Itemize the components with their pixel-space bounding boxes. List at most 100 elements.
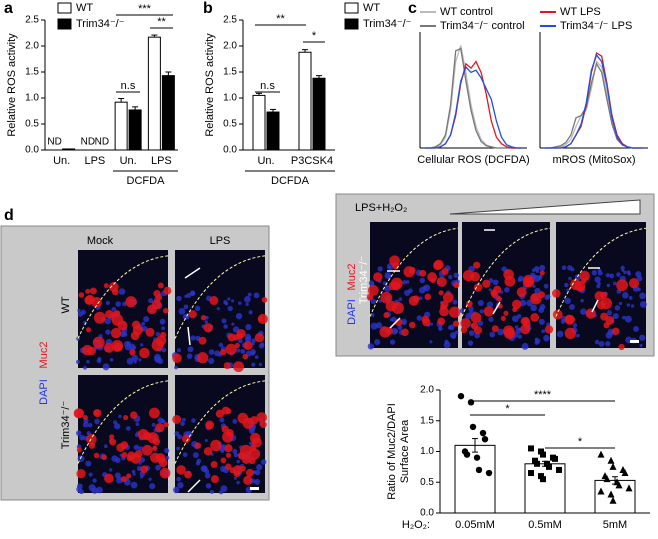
nucleus [220,485,228,493]
goblet-cell [203,446,213,456]
nucleus [214,350,221,357]
bar [298,51,312,151]
goblet-cell [157,282,164,289]
goblet-cell [176,465,186,475]
histogram-line [545,53,643,149]
goblet-cell [241,454,251,465]
goblet-cell [522,277,533,288]
nucleus [254,478,261,485]
nucleus [477,299,484,307]
goblet-cell [110,327,122,339]
nucleus [176,446,181,451]
histogram-line [425,60,522,149]
nucleus [517,334,523,339]
nucleus [114,423,121,430]
data-point [538,473,544,480]
arrow [187,479,201,493]
goblet-cell [160,331,167,339]
goblet-cell [243,341,253,351]
nucleus [88,472,93,477]
goblet-cell [108,282,119,292]
data-point [625,484,633,492]
nucleus [636,275,643,282]
goblet-cell [470,322,479,330]
data-point [597,450,605,458]
nucleus [85,460,92,467]
nucleus [186,292,192,298]
nucleus [609,273,615,279]
goblet-cell [93,311,106,324]
nucleus [76,486,82,493]
goblet-cell [130,331,140,341]
nucleus [370,322,378,330]
goblet-cell [84,295,94,305]
nucleus [111,306,117,312]
nucleus [176,348,182,353]
nucleus [530,304,538,312]
goblet-cell [139,347,150,359]
goblet-cell [82,414,88,421]
nucleus [606,310,612,316]
histogram-line [545,51,643,149]
column-label: LPS [210,235,231,247]
data-point [457,392,465,400]
goblet-cell [120,476,127,483]
nucleus [91,487,99,494]
nucleus [244,295,251,303]
nucleus [221,318,227,324]
goblet-cell [585,308,596,319]
nucleus [575,333,580,338]
stain-label: Muc2 [38,342,50,369]
nucleus [133,444,140,451]
goblet-cell [503,269,514,280]
goblet-cell [249,416,259,425]
nucleus [594,276,601,283]
goblet-cell [223,362,231,370]
epithelium-outline [555,227,647,317]
nucleus [205,483,212,489]
y-axis-label: Relative ROS activity [6,33,18,137]
nucleus [192,452,199,459]
goblet-cell [158,458,168,467]
goblet-cell [437,317,445,326]
nucleus [118,288,126,295]
goblet-cell [82,344,93,356]
goblet-cell [249,432,261,444]
y-tick-label: 1.5 [223,67,237,78]
nucleus [176,295,182,302]
nucleus [233,476,237,480]
goblet-cell [125,296,137,308]
nucleus [405,280,410,284]
goblet-cell [473,261,481,269]
nucleus [164,448,170,454]
nucleus [538,307,545,314]
nucleus [535,269,540,274]
nucleus [566,288,570,292]
nucleus [541,329,546,334]
goblet-cell [109,434,115,440]
goblet-cell [163,422,169,428]
arrow [492,301,501,315]
goblet-cell [491,325,499,333]
y-axis-label: Ratio of Muc2/DAPI [386,403,398,500]
nucleus [606,283,611,288]
significance-label: n.s [260,80,275,92]
goblet-cell [430,277,436,284]
nucleus [580,308,587,315]
nucleus [209,489,214,494]
nucleus [138,358,142,362]
nucleus [109,358,114,362]
goblet-cell [380,291,393,304]
value-label: ND [47,137,61,148]
goblet-cell [101,454,107,461]
nucleus [538,318,545,325]
nucleus [138,461,142,465]
bar [128,109,142,151]
data-point [532,457,538,464]
nucleus [628,295,633,300]
goblet-cell [224,444,233,453]
data-point [544,460,550,467]
epithelium-outline [174,380,266,464]
nucleus [77,455,85,462]
nucleus [534,337,539,342]
